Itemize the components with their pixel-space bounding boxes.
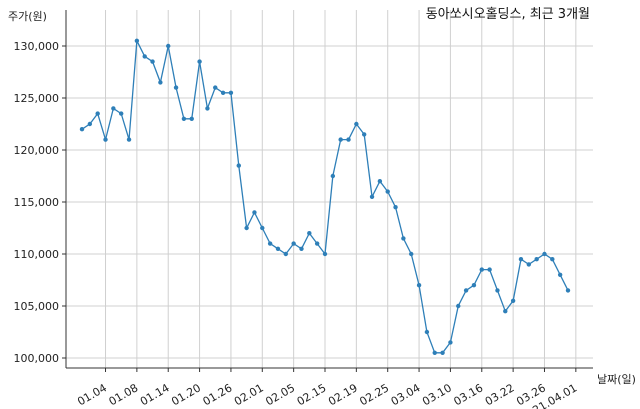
data-point bbox=[252, 210, 257, 215]
y-tick-label: 130,000 bbox=[14, 40, 60, 53]
data-point bbox=[503, 309, 508, 314]
data-point bbox=[158, 80, 163, 85]
data-point bbox=[111, 106, 116, 111]
data-point bbox=[181, 116, 187, 122]
data-point bbox=[487, 267, 492, 272]
x-tick-label: 01.04 bbox=[75, 381, 109, 408]
data-point bbox=[314, 241, 320, 246]
x-tick-label: 01.08 bbox=[107, 381, 141, 408]
data-point bbox=[236, 163, 241, 168]
data-point bbox=[463, 288, 469, 293]
data-point bbox=[354, 121, 359, 127]
data-point bbox=[166, 43, 171, 49]
data-point bbox=[291, 241, 296, 246]
data-point bbox=[87, 121, 93, 127]
data-point bbox=[385, 189, 390, 194]
y-tick-label: 125,000 bbox=[14, 92, 60, 105]
data-point bbox=[126, 137, 132, 142]
data-point bbox=[416, 283, 422, 288]
x-tick-label: 02.19 bbox=[326, 381, 360, 408]
x-axis-title: 날짜(일) bbox=[597, 372, 636, 386]
data-point bbox=[550, 257, 555, 262]
data-point bbox=[103, 137, 108, 142]
data-point bbox=[401, 236, 406, 241]
x-tick-label: 03.04 bbox=[389, 381, 423, 408]
data-point bbox=[542, 251, 547, 257]
series-points bbox=[79, 38, 571, 355]
data-point bbox=[409, 251, 414, 257]
x-tick-label: 02.25 bbox=[357, 381, 391, 408]
x-tick-label: 01.20 bbox=[169, 381, 203, 408]
y-tick-label: 120,000 bbox=[14, 144, 60, 157]
axes bbox=[65, 10, 593, 369]
data-point bbox=[189, 116, 194, 122]
data-point bbox=[534, 257, 539, 262]
data-point bbox=[471, 283, 477, 288]
data-point bbox=[495, 288, 500, 293]
y-tick-label: 105,000 bbox=[14, 300, 60, 313]
y-tick-label: 110,000 bbox=[14, 248, 60, 261]
y-tick-label: 100,000 bbox=[14, 352, 60, 365]
data-point bbox=[393, 205, 398, 210]
y-axis-title: 주가(원) bbox=[8, 10, 47, 23]
data-point bbox=[244, 225, 249, 231]
data-point bbox=[346, 137, 351, 142]
data-point bbox=[150, 59, 155, 64]
data-point bbox=[299, 246, 304, 251]
chart-title: 동아쏘시오홀딩스, 최근 3개월 bbox=[426, 7, 590, 22]
y-tick-label: 115,000 bbox=[14, 196, 60, 209]
data-point bbox=[557, 272, 563, 277]
data-point bbox=[338, 137, 343, 142]
x-tick-label: 02.15 bbox=[295, 381, 329, 408]
data-point bbox=[142, 54, 147, 59]
data-point bbox=[79, 127, 85, 132]
data-point bbox=[369, 194, 375, 199]
data-point bbox=[118, 111, 124, 116]
x-axis-ticks: 01.0401.0801.1401.2001.2602.0102.0502.15… bbox=[75, 368, 579, 409]
data-point bbox=[197, 59, 202, 64]
data-point bbox=[518, 257, 524, 262]
data-point bbox=[220, 90, 226, 96]
data-point bbox=[307, 231, 312, 236]
data-point bbox=[526, 262, 532, 267]
data-point bbox=[267, 241, 273, 246]
grid-lines bbox=[66, 10, 593, 368]
data-point bbox=[361, 132, 367, 137]
x-tick-label: 01.14 bbox=[138, 381, 172, 408]
x-tick-label: 03.22 bbox=[483, 381, 517, 408]
data-point bbox=[322, 251, 328, 257]
data-point bbox=[510, 298, 516, 303]
x-tick-label: 01.26 bbox=[201, 381, 235, 408]
data-point bbox=[448, 340, 453, 345]
y-axis-ticks: 100,000 105,000 110,000 115,000 120,000 125,0… bbox=[14, 40, 66, 365]
data-point bbox=[479, 267, 484, 272]
data-point bbox=[456, 303, 461, 309]
data-point bbox=[260, 225, 265, 231]
x-tick-label: 03.10 bbox=[420, 381, 454, 408]
x-tick-label: 02.05 bbox=[263, 381, 297, 408]
data-point bbox=[424, 329, 430, 335]
data-point bbox=[377, 179, 383, 184]
data-point bbox=[440, 350, 445, 355]
data-point bbox=[565, 288, 571, 293]
data-point bbox=[213, 85, 218, 90]
data-point bbox=[134, 38, 140, 43]
data-point bbox=[283, 251, 289, 257]
data-point bbox=[173, 85, 179, 90]
data-point bbox=[95, 111, 100, 116]
data-point bbox=[330, 173, 336, 179]
data-point bbox=[275, 246, 281, 251]
data-point bbox=[228, 90, 234, 96]
data-point bbox=[205, 106, 210, 111]
data-point bbox=[432, 350, 437, 355]
x-tick-label: 02.01 bbox=[232, 381, 266, 408]
x-tick-label: 03.16 bbox=[451, 381, 485, 408]
